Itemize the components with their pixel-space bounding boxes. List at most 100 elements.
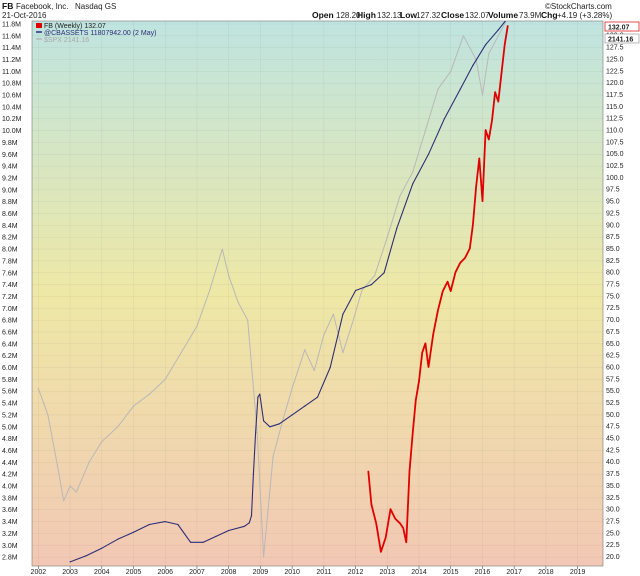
left-tick-label: 7.2M [2,294,18,301]
series-fb-point [507,25,509,27]
series-spx-point [374,275,376,277]
left-tick-label: 11.6M [2,33,21,40]
open-value: 128.20 [336,11,361,20]
series-spx-point [351,322,353,324]
right-tick-label: 107.5 [606,139,624,146]
right-tick-label: 50.0 [606,412,620,419]
right-tick-label: 62.5 [606,353,620,360]
x-tick-label: 2014 [411,569,427,576]
left-tick-label: 11.2M [2,57,21,64]
series-fb-point [442,290,444,292]
left-tick-label: 3.6M [2,507,18,514]
series-spx-point [313,369,315,372]
right-tick-label: 55.0 [606,388,620,395]
right-tick-label: 110.0 [606,128,623,135]
legend: FB (Weekly) 132.07 @CBASSETS 11807942.00… [36,23,156,44]
series-fb-point [385,537,387,539]
right-tick-label: 45.0 [606,436,620,443]
x-tick-label: 2018 [538,569,554,576]
x-tick-label: 2017 [506,569,522,576]
right-tick-label: 127.5 [606,45,624,52]
left-tick-label: 6.0M [2,365,18,372]
series-cbassets-point [132,531,135,533]
series-fb-point [454,271,457,273]
right-tick-label: 112.5 [606,116,623,123]
left-tick-label: 7.0M [2,306,18,313]
series-cbassets-point [412,183,414,185]
left-tick-label: 2.8M [2,555,18,562]
series-spx-point [291,387,293,389]
spx-tag: 2141.16 [608,37,633,44]
series-cbassets-point [243,525,246,527]
close-value: 132.07 [465,11,490,20]
series-spx-point [196,325,198,327]
series-spx-point [247,319,249,321]
left-tick-label: 6.8M [2,318,18,325]
x-axis: 2002 2003 2004 2005 2006 2007 2008 2009 2010 2011… [31,566,586,576]
ticker-symbol: FB [2,1,13,11]
series-cbassets-point [304,405,306,407]
left-tick-label: 7.8M [2,258,18,265]
right-tick-label: 47.5 [606,424,620,431]
series-fb-point [497,101,499,103]
series-cbassets-point [117,538,119,540]
right-axis: 20.0 22.5 25.0 27.5 30.0 32.5 35.0 37.5 40.0 42.5… [606,33,624,561]
left-tick-label: 3.8M [2,495,18,502]
left-tick-label: 8.6M [2,211,18,218]
right-tick-label: 67.5 [606,329,620,336]
series-spx-point [332,313,334,315]
plot-area [31,20,604,567]
series-spx-point [56,464,59,466]
chg-value: +4.19 (+3.28%) [557,11,612,20]
series-fb-point [412,432,414,434]
series-cbassets-point [202,541,204,543]
series-cbassets-point [215,535,217,538]
series-fb-point [447,281,449,283]
series-cbassets-point [148,523,150,526]
series-fb-point [450,290,452,292]
series-cbassets-point [427,153,430,155]
series-spx-point [69,485,71,487]
left-tick-label: 4.6M [2,448,18,455]
legend-swatch-fb [36,23,42,28]
series-fb-point [427,366,430,368]
left-tick-label: 10.8M [2,81,22,88]
series-fb-point [481,200,484,202]
series-cbassets-point [396,227,398,229]
series-fb-point [459,262,461,264]
right-tick-label: 30.0 [606,507,620,514]
series-cbassets-point [472,64,474,66]
series-spx-point [180,352,182,354]
series-spx-point [209,289,211,292]
x-tick-label: 2002 [31,569,47,576]
volume-label: Volume [488,10,518,20]
left-tick-label: 8.8M [2,199,18,206]
left-tick-label: 4.2M [2,472,18,479]
series-fb-point [402,527,404,529]
series-fb-point [500,72,503,74]
left-tick-label: 4.0M [2,484,18,491]
left-tick-label: 10.6M [2,93,22,100]
right-tick-label: 65.0 [606,341,620,348]
series-cbassets-line [69,21,507,563]
right-tick-label: 20.0 [606,554,620,561]
left-tick-label: 11.4M [2,45,21,52]
series-fb-point [478,157,480,159]
left-tick-label: 6.4M [2,341,18,348]
right-tick-label: 37.5 [606,471,620,478]
series-cbassets-point [370,284,372,286]
right-tick-label: 85.0 [606,246,620,253]
right-tick-label: 52.5 [606,400,620,407]
x-tick-label: 2019 [570,569,586,576]
series-spx-point [412,171,414,173]
series-fb-point [432,333,434,335]
series-fb-point [469,247,471,250]
spx-tag-box [604,33,640,44]
series-spx-point [148,393,150,395]
close-label: Close [441,10,464,20]
right-tick-label: 95.0 [606,199,620,206]
series-fb-point [399,522,401,524]
x-tick-label: 2010 [284,569,300,576]
left-tick-label: 6.2M [2,353,18,360]
series-spx-point [263,556,265,558]
